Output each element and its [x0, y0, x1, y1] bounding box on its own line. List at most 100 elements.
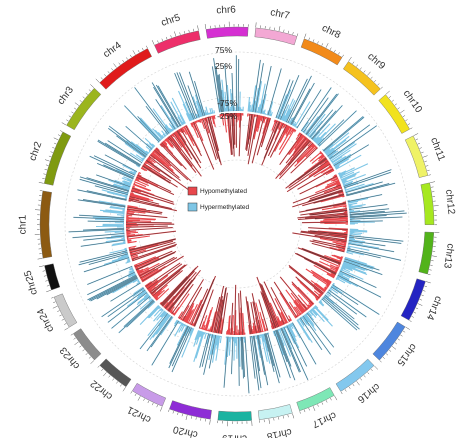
chromosome-tick: [296, 33, 299, 36]
chromosome-tick: [134, 393, 137, 397]
chromosome-tick: [118, 62, 121, 65]
chromosome-tick: [292, 413, 295, 419]
chromosome-tick: [68, 115, 72, 118]
chromosome-tick: [405, 326, 410, 330]
chromosome-band-chr1: [39, 190, 53, 259]
chromosome-tick: [338, 52, 340, 55]
chromosome-tick: [317, 404, 319, 407]
chromosome-label: chr6: [216, 4, 236, 16]
chromosome-tick: [374, 79, 377, 83]
chromosome-tick: [156, 404, 158, 408]
chromosome-tick: [363, 70, 366, 73]
chromosome-tick: [283, 29, 285, 33]
chromosome-tick: [304, 33, 307, 39]
hypo-track-min-label: -25%: [217, 111, 237, 121]
legend-swatch-hypermethylated: [187, 202, 198, 212]
chromosome-tick: [299, 411, 301, 414]
track-bar-outlines: [68, 55, 407, 394]
chromosome-band-chr16: [335, 358, 375, 392]
chromosome-tick: [427, 169, 430, 172]
chromosome-tick: [37, 258, 43, 260]
chromosome-tick: [48, 155, 52, 158]
chromosome-tick: [122, 59, 125, 63]
chromosome-tick: [90, 360, 95, 364]
chromosome-tick: [42, 178, 45, 180]
chromosome-tick: [402, 330, 406, 333]
chromosome-tick: [122, 387, 126, 392]
chromosome-tick: [82, 349, 85, 352]
chromosome-tick: [427, 273, 431, 276]
chromosome-tick: [391, 346, 397, 350]
chromosome-tick: [370, 76, 373, 79]
chromosome-label: chr11: [428, 136, 447, 163]
chromosome-band-chr4: [99, 48, 152, 90]
chromosome-tick: [111, 68, 114, 71]
chromosome-band-chr17: [296, 387, 335, 412]
hyper-track-max-label: 75%: [215, 45, 232, 55]
chromosome-tick: [413, 311, 417, 314]
chromosome-tick: [116, 381, 119, 384]
chromosome-tick: [391, 99, 395, 102]
chromosome-tick: [51, 297, 54, 299]
chromosome-tick: [43, 275, 47, 277]
chromosome-tick: [190, 416, 193, 419]
chromosome-tick: [107, 71, 110, 74]
chromosome-label: chr25: [22, 269, 40, 296]
chromosome-tick: [64, 323, 67, 325]
chromosome-label: chr21: [125, 403, 153, 424]
chromosome-tick: [352, 61, 355, 64]
chromosome-tick: [161, 38, 163, 42]
chromosome-label: chr24: [35, 306, 56, 334]
chromosome-tick: [385, 90, 390, 95]
chromosome-tick: [419, 147, 422, 149]
chromosome-tick: [129, 54, 132, 58]
chromosome-label: chr15: [394, 341, 418, 368]
chromosome-tick: [303, 409, 306, 413]
chromosome-tick: [90, 84, 95, 88]
chromosome-label: chr17: [310, 409, 338, 429]
chromosome-tick: [177, 412, 179, 415]
chromosome-tick: [431, 255, 437, 257]
chromosome-label: chr19: [222, 432, 248, 438]
chromosome-tick: [308, 407, 310, 411]
chromosome-tick: [53, 301, 56, 303]
chromosome-tick: [356, 381, 360, 386]
chromosome-tick: [188, 29, 190, 33]
chromosome-tick: [308, 37, 310, 41]
hypermethylated-track: [68, 55, 407, 394]
chromosome-tick: [104, 74, 107, 77]
chromosome-label: chr13: [441, 243, 456, 270]
chromosome-tick: [195, 417, 197, 420]
chromosome-tick: [108, 375, 111, 378]
chromosome-tick: [60, 130, 63, 132]
legend-swatch-hypomethylated: [187, 186, 198, 196]
chromosome-band-chr15: [372, 321, 406, 361]
chromosome-tick: [101, 368, 104, 372]
chromosome-tick: [317, 41, 319, 44]
chromosome-tick: [419, 299, 423, 301]
chromosome-tick: [370, 368, 373, 372]
chromosome-band-chr7: [254, 27, 298, 46]
chromosome-tick: [292, 32, 294, 35]
chromosome-label: chr3: [56, 84, 77, 107]
track-scale-labels: 75% 25% -75% -25%: [215, 45, 237, 121]
chromosome-tick: [417, 303, 423, 306]
chromosome-tick: [348, 386, 351, 389]
chromosome-ideogram: chr1 chr2 chr3 chr4 chr5 chr6 chr7 chr8 chr9 chr1…: [18, 4, 457, 438]
chromosome-band-chr25: [44, 263, 61, 291]
chromosome-label: chr20: [172, 423, 199, 438]
chromosome-tick: [46, 289, 52, 293]
chromosome-tick: [52, 305, 58, 309]
chromosome-tick: [146, 45, 148, 49]
chromosome-tick: [147, 400, 150, 404]
track-bars: [125, 112, 349, 336]
chromosome-tick: [73, 337, 76, 340]
chromosome-tick: [428, 174, 431, 176]
chromosome-tick: [79, 345, 82, 348]
chromosome-label: chr5: [160, 12, 182, 29]
chromosome-tick: [179, 32, 181, 35]
chromosome-tick: [209, 419, 211, 425]
chromosome-tick: [340, 391, 343, 395]
chromosome-tick: [330, 397, 332, 401]
chromosome-tick: [425, 165, 429, 167]
